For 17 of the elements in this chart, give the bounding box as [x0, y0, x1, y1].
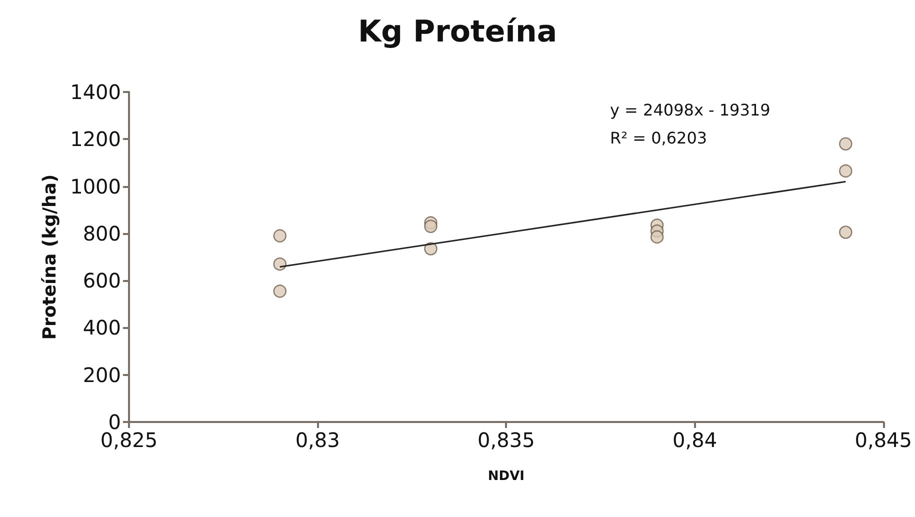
x-axis-title: NDVI [488, 469, 524, 484]
annotation: y = 24098x - 19319 [610, 100, 770, 120]
y-tick-label: 1200 [70, 127, 121, 152]
y-tick-label: 1400 [70, 80, 121, 104]
y-tick-label: 400 [82, 316, 121, 340]
y-tick-label: 600 [82, 268, 121, 293]
annotation: R² = 0,6203 [610, 128, 708, 148]
x-tick-label: 0,835 [478, 428, 535, 452]
y-axis-title: Proteína (kg/ha) [40, 174, 61, 340]
x-tick-label: 0,825 [100, 428, 158, 452]
x-tick-label: 0,845 [854, 428, 912, 452]
x-tick-label: 0,84 [672, 428, 718, 452]
chart-title: Kg Proteína [358, 14, 558, 50]
y-tick-label: 800 [82, 221, 121, 246]
y-tick-label: 1000 [70, 174, 121, 198]
y-tick-label: 200 [82, 362, 121, 387]
x-tick-label: 0,83 [295, 428, 340, 452]
